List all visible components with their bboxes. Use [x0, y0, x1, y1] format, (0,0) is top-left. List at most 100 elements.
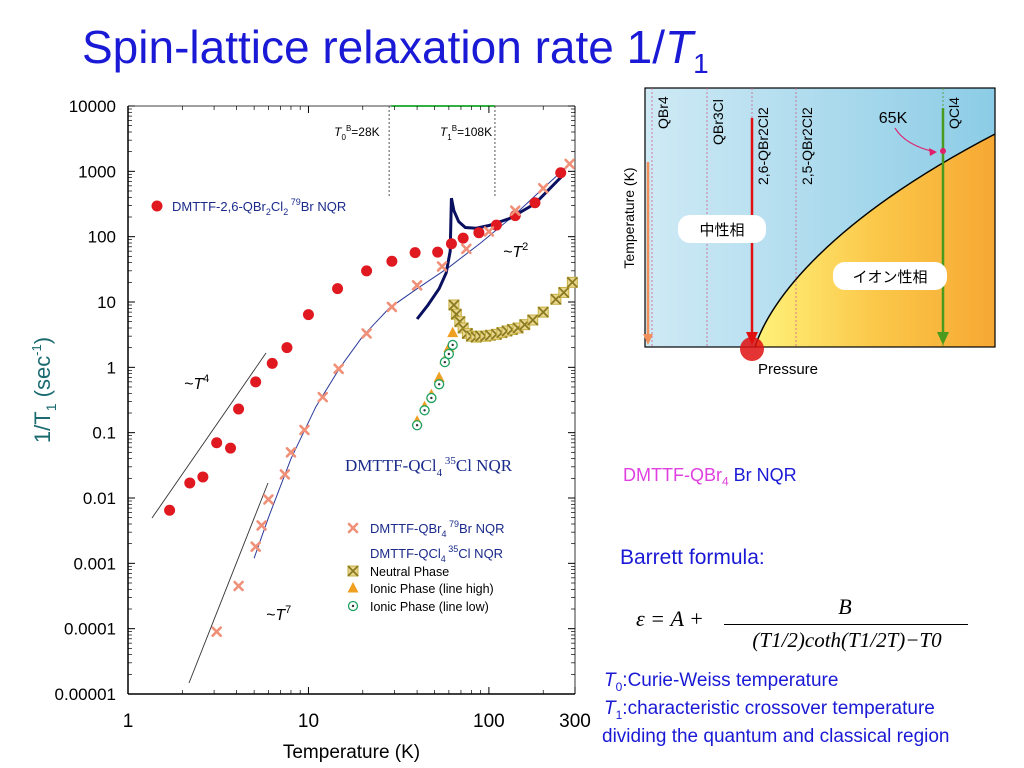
legend-label-2: Neutral Phase: [370, 565, 449, 579]
y-tick-label: 1: [107, 358, 116, 377]
point-series0: [281, 342, 293, 354]
legend-label-qbr4: DMTTF-QBr4 79Br NQR: [370, 519, 505, 539]
title-t: T: [664, 21, 694, 73]
x-tick-label: 100: [473, 711, 505, 732]
point-series4: [443, 348, 455, 360]
guide-line-t7: [188, 482, 269, 684]
legend-label-qcl4: DMTTF-QCl4 35Cl NQR: [370, 544, 503, 564]
point-series2: [558, 286, 570, 299]
point-series1: [564, 158, 575, 170]
vline-label-0: T0B=28K: [334, 124, 380, 142]
def-t0-text: Curie-Weiss temperature: [627, 670, 839, 691]
point-series1: [285, 447, 297, 458]
point-series1: [509, 205, 521, 216]
y-tick-label: 0.01: [83, 489, 116, 508]
point-series1: [256, 520, 267, 531]
point-series0: [473, 227, 485, 239]
br-nqr-label: DMTTF-QBr4 Br NQR: [623, 465, 797, 489]
barrett-heading: Barrett formula:: [620, 546, 765, 569]
y-tick-label: 10000: [69, 97, 116, 116]
legend-label-4: Ionic Phase (line low): [370, 600, 489, 614]
point-series1: [461, 243, 472, 255]
def-t1-sub: 1: [615, 707, 623, 722]
legend-label-26qbr2cl2: DMTTF-2,6-QBr2Cl2 79Br NQR: [172, 197, 346, 217]
point-series3: [447, 326, 459, 338]
y-tick-label: 1000: [78, 162, 116, 181]
point-series1: [537, 182, 549, 194]
y-axis-label: 1/T1 (sec-1): [29, 337, 59, 443]
point-series1: [436, 261, 448, 272]
y-tick-label: 0.001: [73, 554, 116, 573]
barrett-fit-right: [449, 173, 565, 230]
point-series4: [419, 405, 430, 416]
def-t1-cont: dividing the quantum and classical regio…: [602, 726, 950, 747]
title-sub: 1: [693, 48, 709, 80]
annotation-t2: ~T2: [503, 241, 528, 261]
annotation-t4: ~T4: [184, 373, 209, 393]
formula-lhs: ε = A +: [636, 606, 704, 631]
point-series2: [448, 299, 460, 311]
point-series0: [555, 167, 567, 179]
point-series1: [386, 301, 398, 313]
br-nqr-sub: 4: [721, 474, 729, 489]
y-tick-label: 0.1: [92, 424, 116, 443]
y-tick-label: 0.0001: [64, 620, 116, 639]
point-series1: [483, 226, 495, 237]
formula-fraction-bar: [724, 624, 968, 625]
point-series0: [386, 255, 398, 267]
point-series4: [426, 392, 437, 404]
def-t1: T1:characteristic crossover temperature: [604, 698, 935, 722]
point-series0: [445, 238, 457, 250]
point-series0: [361, 265, 373, 277]
point-series0: [164, 504, 176, 516]
point-series0: [302, 309, 314, 321]
point-series4: [411, 420, 423, 431]
point-series1: [333, 363, 344, 375]
point-series0: [332, 283, 344, 295]
br-nqr-compound: DMTTF-QBr: [623, 465, 722, 485]
legend-marker-26qbr2cl2: [151, 200, 163, 212]
x-tick-label: 10: [298, 711, 319, 732]
point-series1: [299, 424, 310, 436]
legend-marker-4: [347, 600, 359, 612]
legend-marker-3: [347, 582, 359, 593]
point-series0: [233, 403, 245, 415]
point-series4: [433, 379, 445, 390]
point-series0: [409, 247, 421, 259]
legend-marker-2: [347, 565, 359, 577]
point-series0: [211, 437, 223, 449]
x-tick-label: 1: [123, 711, 134, 732]
def-t0-sub: 0: [615, 679, 623, 694]
guide-line-t4: [151, 352, 267, 519]
def-t1-text: characteristic crossover temperature: [627, 698, 935, 719]
point-series4: [447, 339, 458, 351]
formula-numerator: B: [838, 594, 852, 619]
point-series1: [279, 469, 291, 480]
y-tick-label: 0.00001: [55, 685, 116, 704]
point-series2: [527, 314, 539, 326]
point-series0: [266, 357, 278, 369]
def-t1-sym: T: [604, 698, 616, 719]
point-series4: [439, 357, 451, 368]
x-axis-label: Temperature (K): [283, 742, 420, 763]
point-series2: [537, 306, 549, 318]
annotation-qcl4: DMTTF-QCl4 35Cl NQR: [345, 455, 513, 479]
point-series0: [457, 232, 469, 244]
point-series0: [432, 246, 444, 258]
point-series2: [454, 316, 466, 328]
br-nqr-rest: Br NQR: [728, 465, 797, 485]
title-main: Spin-lattice relaxation rate 1/: [82, 21, 665, 73]
point-series1: [250, 541, 261, 552]
legend-label-3: Ionic Phase (line high): [370, 582, 494, 596]
vline-label-1: T1B=108K: [440, 124, 492, 142]
legend-marker-qbr4: [347, 522, 359, 534]
def-t0-sym: T: [604, 670, 616, 691]
slide-title: Spin-lattice relaxation rate 1/T1: [82, 20, 709, 80]
point-series0: [250, 376, 262, 388]
point-series0: [225, 442, 237, 454]
y-tick-label: 100: [88, 228, 116, 247]
point-series2: [566, 276, 578, 288]
point-series0: [529, 197, 541, 209]
def-t0: T0:Curie-Weiss temperature: [604, 670, 839, 694]
